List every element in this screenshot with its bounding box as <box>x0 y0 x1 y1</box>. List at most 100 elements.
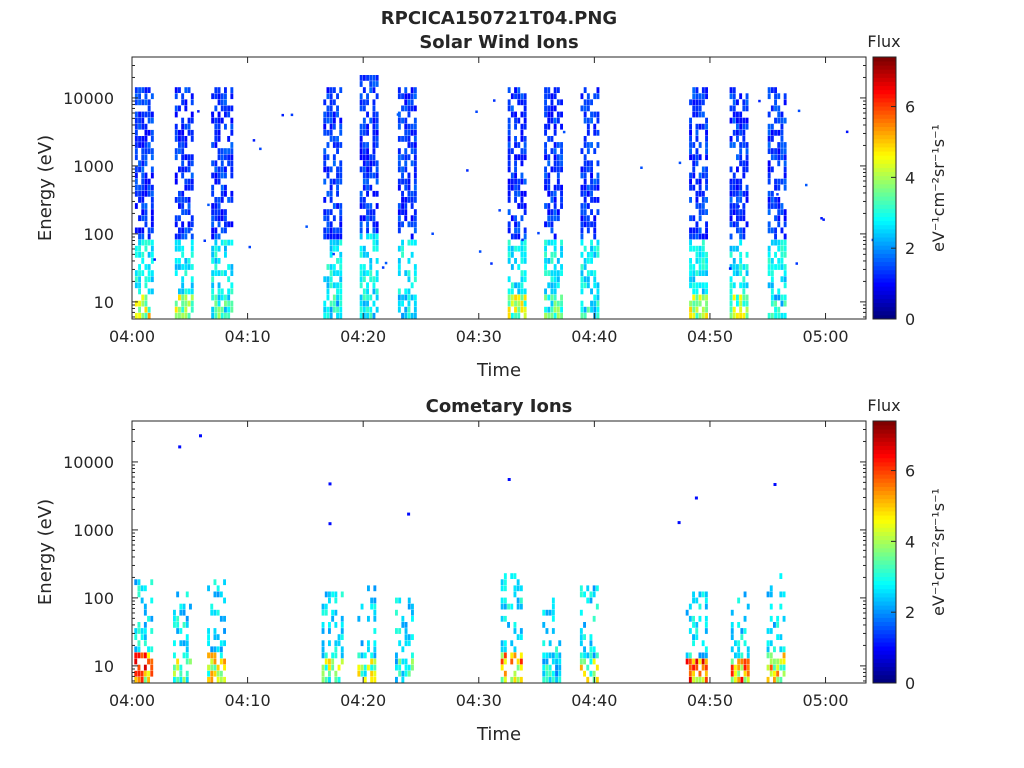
heatmap-cell <box>701 245 705 252</box>
heatmap-cell <box>404 622 408 628</box>
heatmap-cell <box>366 306 369 313</box>
heatmap-cell <box>503 579 507 586</box>
heatmap-cell <box>138 142 141 148</box>
heatmap-cell <box>413 105 417 112</box>
heatmap-cell <box>523 270 527 276</box>
heatmap-cell <box>339 117 343 124</box>
heatmap-cell <box>141 203 145 209</box>
heatmap-cell <box>174 215 178 222</box>
colorbar-segment <box>873 286 896 291</box>
heatmap-cell <box>230 166 234 173</box>
heatmap-cell <box>730 609 734 616</box>
colorbar-segment <box>873 498 896 504</box>
heatmap-cell <box>550 312 554 319</box>
heatmap-cell <box>695 233 699 240</box>
heatmap-cell <box>373 670 377 677</box>
colorbar-segment <box>873 576 896 582</box>
heatmap-cell <box>774 215 777 222</box>
heatmap-cell <box>779 664 783 671</box>
heatmap-cell <box>179 603 183 610</box>
heatmap-cell <box>326 87 330 93</box>
heatmap-cell <box>401 670 405 677</box>
heatmap-cell <box>513 646 517 653</box>
heatmap-cell <box>404 99 408 106</box>
heatmap-cell <box>366 300 369 307</box>
heatmap-cell <box>782 615 786 622</box>
heatmap-cell <box>595 652 599 659</box>
heatmap-cell <box>523 123 527 130</box>
heatmap-cell <box>336 245 339 252</box>
heatmap-cell <box>144 276 148 283</box>
heatmap-cell <box>736 245 739 252</box>
heatmap-cell <box>780 245 784 252</box>
heatmap-cell <box>223 597 226 604</box>
heatmap-cell <box>783 312 787 319</box>
heatmap-cell <box>362 123 366 130</box>
heatmap-cell <box>698 294 702 301</box>
heatmap-cell <box>224 300 227 307</box>
x-tick-label: 04:50 <box>687 327 733 346</box>
heatmap-cell <box>150 209 154 215</box>
heatmap-cell <box>372 288 376 295</box>
heatmap-cell <box>592 646 596 653</box>
heatmap-cell <box>411 652 414 659</box>
colorbar-segment <box>873 188 896 193</box>
heatmap-cell <box>141 239 145 246</box>
heatmap-cell <box>586 117 590 124</box>
heatmap-cell <box>705 221 708 228</box>
heatmap-cell <box>144 312 148 319</box>
heatmap-cell <box>187 160 191 167</box>
heatmap-cell <box>692 670 695 677</box>
heatmap-cell <box>336 300 339 307</box>
heatmap-cell <box>507 197 511 203</box>
heatmap-cell <box>407 154 411 161</box>
heatmap-cell <box>227 111 231 118</box>
heatmap-cell <box>740 658 744 665</box>
heatmap-cell <box>362 166 366 173</box>
heatmap-cell <box>734 670 737 677</box>
heatmap-cell <box>739 190 743 197</box>
heatmap-cell <box>560 154 563 161</box>
heatmap-cell <box>797 109 801 113</box>
heatmap-cell <box>407 184 411 191</box>
heatmap-cell <box>579 640 583 647</box>
heatmap-cell <box>550 251 554 258</box>
heatmap-cell <box>407 93 411 100</box>
heatmap-cell <box>372 215 376 222</box>
heatmap-cell <box>698 142 702 148</box>
colorbar-label: eV⁻¹cm⁻²sr⁻¹s⁻¹ <box>929 124 948 252</box>
heatmap-cell <box>514 117 517 124</box>
heatmap-cell <box>328 658 331 665</box>
colorbar-segment <box>873 457 896 463</box>
heatmap-cell <box>362 117 366 124</box>
heatmap-cell <box>779 646 783 653</box>
heatmap-cell <box>326 282 330 289</box>
heatmap-cell <box>339 282 343 289</box>
heatmap-cell <box>767 221 771 228</box>
heatmap-cell <box>583 258 587 264</box>
colorbar-tick-label: 4 <box>905 532 915 551</box>
heatmap-cell <box>328 622 331 628</box>
heatmap-cell <box>692 615 695 622</box>
heatmap-cell <box>516 676 520 683</box>
heatmap-cell <box>583 646 586 653</box>
heatmap-cell <box>558 664 562 671</box>
heatmap-cell <box>147 251 151 258</box>
heatmap-cell <box>586 276 590 283</box>
heatmap-cell <box>184 227 188 234</box>
heatmap-cell <box>404 166 408 173</box>
heatmap-cell <box>211 270 215 276</box>
heatmap-cell <box>510 245 514 252</box>
colorbar-segment <box>873 547 896 553</box>
heatmap-cell <box>782 591 786 598</box>
heatmap-cell <box>138 227 141 234</box>
heatmap-cell <box>745 190 749 197</box>
heatmap-cell <box>514 172 517 179</box>
heatmap-cell <box>395 676 398 683</box>
heatmap-cell <box>523 136 527 142</box>
heatmap-cell <box>230 270 234 276</box>
heatmap-cell <box>767 264 771 270</box>
heatmap-cell <box>777 215 781 222</box>
heatmap-cell <box>224 166 227 173</box>
heatmap-cell <box>500 615 504 622</box>
